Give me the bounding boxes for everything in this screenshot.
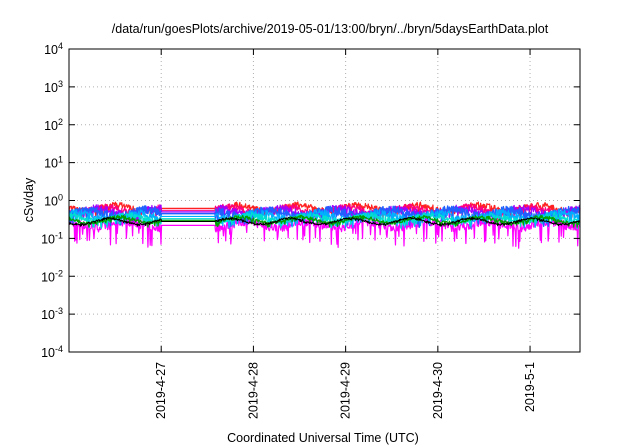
x-tick-label: 2019-4-27: [154, 362, 168, 419]
x-tick-label: 2019-4-30: [431, 362, 445, 419]
grid: [69, 49, 580, 352]
x-axis: 2019-4-27 2019-4-28 2019-4-29 2019-4-30 2019…: [154, 49, 537, 419]
y-tick-label: 104: [44, 41, 63, 57]
y-tick-label: 101: [44, 155, 63, 171]
series-group: [68, 201, 581, 249]
y-tick-label: 10-4: [41, 344, 63, 360]
x-tick-label: 2019-5-1: [523, 362, 537, 412]
y-tick-label: 10-1: [41, 230, 63, 246]
chart-title: /data/run/goesPlots/archive/2019-05-01/1…: [112, 22, 549, 36]
x-tick-label: 2019-4-28: [246, 362, 260, 419]
y-tick-label: 100: [44, 193, 63, 209]
series-line: [68, 216, 581, 227]
y-tick-label: 10-2: [41, 268, 63, 284]
x-tick-label: 2019-4-29: [339, 362, 353, 419]
y-axis: 10-4 10-3 10-2 10-1 100 101 102 103 104: [41, 41, 580, 360]
y-tick-label: 10-3: [41, 306, 63, 322]
x-axis-label: Coordinated Universal Time (UTC): [227, 431, 419, 445]
y-tick-label: 102: [44, 117, 63, 133]
y-axis-label: cSv/day: [22, 177, 36, 222]
y-tick-label: 103: [44, 79, 63, 95]
